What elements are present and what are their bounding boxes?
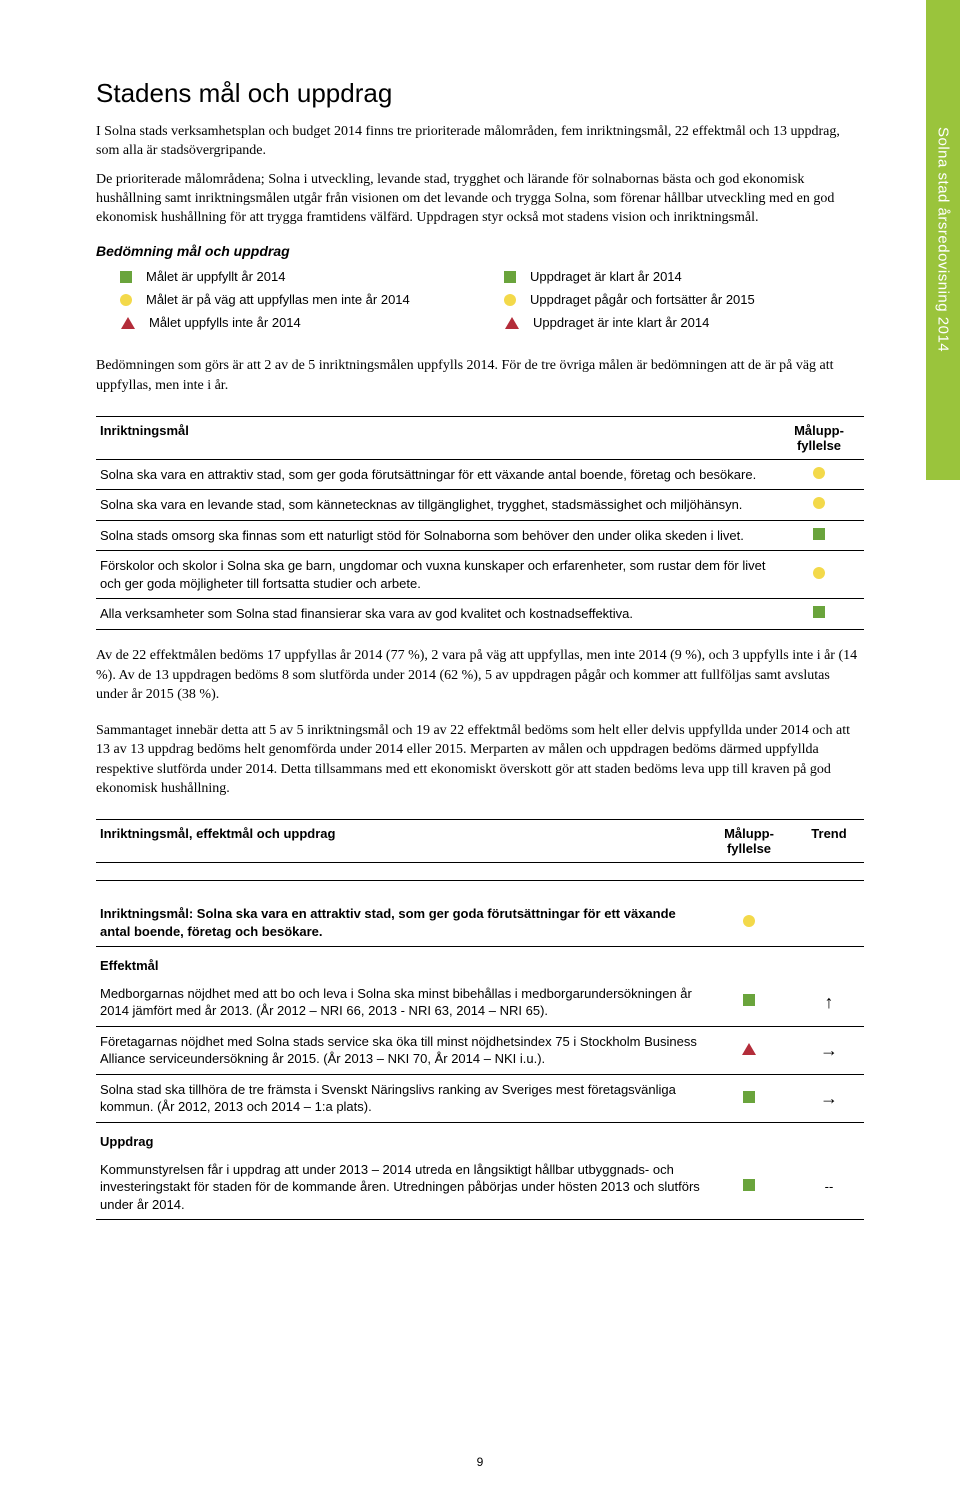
row-trend: → (794, 1074, 864, 1122)
circle-yellow-icon (504, 294, 516, 306)
legend-text: Uppdraget pågår och fortsätter år 2015 (530, 292, 755, 307)
legend-title: Bedömning mål och uppdrag (96, 243, 864, 259)
circle-yellow-icon (813, 467, 825, 479)
row-trend: -- (794, 1155, 864, 1220)
square-green-icon (504, 271, 516, 283)
legend-item: Målet uppfylls inte år 2014 (120, 315, 480, 330)
row-trend: ↑ (794, 979, 864, 1027)
goal-status (774, 520, 864, 551)
table-inriktningsmal: Inriktningsmål Målupp- fyllelse Solna sk… (96, 416, 864, 630)
section-status (704, 881, 794, 947)
legend-text: Målet är på väg att uppfyllas men inte å… (146, 292, 410, 307)
assessment-para-3: Sammantaget innebär detta att 5 av 5 inr… (96, 721, 864, 799)
section-row: Inriktningsmål: Solna ska vara en attrak… (96, 881, 864, 947)
square-green-icon (743, 994, 755, 1006)
goal-status (774, 459, 864, 490)
table-row: Solna stads omsorg ska finnas som ett na… (96, 520, 864, 551)
square-green-icon (120, 271, 132, 283)
circle-yellow-icon (120, 294, 132, 306)
goal-text: Solna ska vara en attraktiv stad, som ge… (96, 459, 774, 490)
row-text: Medborgarnas nöjdhet med att bo och leva… (96, 979, 704, 1027)
legend-text: Uppdraget är inte klart år 2014 (533, 315, 709, 330)
legend-item: Målet är uppfyllt år 2014 (120, 269, 480, 284)
square-green-icon (813, 606, 825, 618)
page-number: 9 (0, 1455, 960, 1469)
th-inriktningsmal: Inriktningsmål (96, 416, 774, 459)
assessment-para-2: Av de 22 effektmålen bedöms 17 uppfyllas… (96, 646, 864, 705)
side-tab-text: Solna stad årsredovisning 2014 (935, 127, 952, 352)
goal-text: Förskolor och skolor i Solna ska ge barn… (96, 551, 774, 599)
square-green-icon (743, 1179, 755, 1191)
goal-text: Solna ska vara en levande stad, som känn… (96, 490, 774, 521)
intro-para-2: De prioriterade målområdena; Solna i utv… (96, 171, 864, 228)
legend-item: Uppdraget pågår och fortsätter år 2015 (504, 292, 864, 307)
effektmal-label: Effektmål (96, 947, 864, 979)
goal-status (774, 551, 864, 599)
subhead-row: Uppdrag (96, 1123, 864, 1155)
legend-text: Uppdraget är klart år 2014 (530, 269, 682, 284)
table-row: Förskolor och skolor i Solna ska ge barn… (96, 551, 864, 599)
th-maluppfyllelse: Målupp- fyllelse (774, 416, 864, 459)
legend-col-right: Uppdraget är klart år 2014 Uppdraget pågå… (480, 269, 864, 338)
triangle-red-icon (742, 1043, 756, 1055)
th-col3: Trend (794, 820, 864, 863)
page-title: Stadens mål och uppdrag (96, 78, 864, 109)
goal-text: Alla verksamheter som Solna stad finansi… (96, 599, 774, 630)
row-status (704, 979, 794, 1027)
table-row: Solna stad ska tillhöra de tre främsta i… (96, 1074, 864, 1122)
goal-status (774, 490, 864, 521)
table-row: Solna ska vara en levande stad, som känn… (96, 490, 864, 521)
legend-text: Målet uppfylls inte år 2014 (149, 315, 301, 330)
th-col1: Inriktningsmål, effektmål och uppdrag (96, 820, 704, 863)
legend-item: Målet är på väg att uppfyllas men inte å… (120, 292, 480, 307)
main-content: Stadens mål och uppdrag I Solna stads ve… (0, 0, 960, 1276)
row-text: Företagarnas nöjdhet med Solna stads ser… (96, 1026, 704, 1074)
row-text: Solna stad ska tillhöra de tre främsta i… (96, 1074, 704, 1122)
row-status (704, 1155, 794, 1220)
circle-yellow-icon (813, 497, 825, 509)
row-status (704, 1026, 794, 1074)
row-trend: → (794, 1026, 864, 1074)
table-effektmal-uppdrag: Inriktningsmål, effektmål och uppdrag Må… (96, 819, 864, 1220)
legend-col-left: Målet är uppfyllt år 2014 Målet är på väg… (96, 269, 480, 338)
triangle-red-icon (120, 315, 135, 330)
table-row: Alla verksamheter som Solna stad finansi… (96, 599, 864, 630)
row-status (704, 1074, 794, 1122)
square-green-icon (743, 1091, 755, 1103)
uppdrag-label: Uppdrag (96, 1123, 864, 1155)
triangle-red-icon (504, 315, 519, 330)
th-col2: Målupp- fyllelse (704, 820, 794, 863)
table-row: Solna ska vara en attraktiv stad, som ge… (96, 459, 864, 490)
legend-text: Målet är uppfyllt år 2014 (146, 269, 285, 284)
legend-item: Uppdraget är klart år 2014 (504, 269, 864, 284)
table-row: Företagarnas nöjdhet med Solna stads ser… (96, 1026, 864, 1074)
table-row: Medborgarnas nöjdhet med att bo och leva… (96, 979, 864, 1027)
square-green-icon (813, 528, 825, 540)
row-text: Kommunstyrelsen får i uppdrag att under … (96, 1155, 704, 1220)
table-row: Kommunstyrelsen får i uppdrag att under … (96, 1155, 864, 1220)
legend: Målet är uppfyllt år 2014 Målet är på väg… (96, 269, 864, 338)
subhead-row: Effektmål (96, 947, 864, 979)
assessment-para-1: Bedömningen som görs är att 2 av de 5 in… (96, 356, 864, 395)
intro-para-1: I Solna stads verksamhetsplan och budget… (96, 123, 864, 161)
circle-yellow-icon (743, 915, 755, 927)
goal-status (774, 599, 864, 630)
side-tab: Solna stad årsredovisning 2014 (926, 0, 960, 480)
section-label: Inriktningsmål: Solna ska vara en attrak… (96, 881, 704, 947)
goal-text: Solna stads omsorg ska finnas som ett na… (96, 520, 774, 551)
legend-item: Uppdraget är inte klart år 2014 (504, 315, 864, 330)
circle-yellow-icon (813, 567, 825, 579)
